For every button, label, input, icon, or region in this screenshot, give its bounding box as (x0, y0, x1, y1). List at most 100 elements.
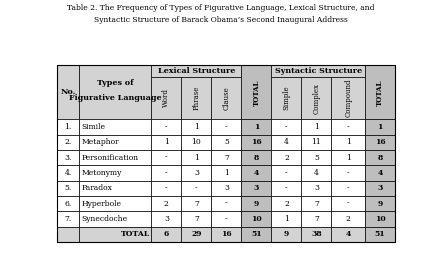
Bar (272, 165, 302, 180)
Text: 2: 2 (284, 153, 289, 162)
Text: -: - (225, 215, 228, 223)
Bar (302, 196, 332, 211)
Bar (181, 150, 211, 165)
Text: 51: 51 (375, 230, 385, 238)
Text: 1: 1 (194, 123, 199, 131)
Text: 3: 3 (194, 169, 199, 177)
Bar (79, 227, 151, 242)
Text: TOTAL: TOTAL (376, 79, 384, 106)
Text: 1: 1 (377, 123, 383, 131)
Text: -: - (347, 169, 350, 177)
Bar (241, 227, 272, 242)
Text: 2: 2 (346, 215, 351, 223)
Bar (241, 196, 272, 211)
Text: TOTAL: TOTAL (252, 79, 261, 106)
Bar (272, 135, 302, 150)
Text: 16: 16 (221, 230, 232, 238)
Bar (332, 227, 365, 242)
Bar (302, 165, 332, 180)
Text: 4: 4 (346, 230, 351, 238)
Bar (332, 77, 365, 119)
Bar (365, 196, 395, 211)
Text: -: - (165, 153, 168, 162)
Text: Complex: Complex (313, 82, 321, 114)
Bar (181, 135, 211, 150)
Bar (151, 227, 181, 242)
Bar (79, 119, 151, 135)
Bar (181, 77, 211, 119)
Bar (272, 77, 302, 119)
Bar (302, 180, 332, 196)
Text: Paradox: Paradox (81, 184, 112, 192)
Text: 4.: 4. (64, 169, 72, 177)
Bar (332, 150, 365, 165)
Bar (365, 211, 395, 227)
Text: 3.: 3. (64, 153, 72, 162)
Bar (211, 180, 241, 196)
Text: -: - (347, 123, 350, 131)
Bar (365, 65, 395, 119)
Bar (79, 65, 151, 119)
Text: -: - (165, 184, 168, 192)
Text: 1: 1 (314, 123, 319, 131)
Bar (241, 165, 272, 180)
Bar (211, 165, 241, 180)
Text: 16: 16 (251, 138, 262, 146)
Bar (302, 211, 332, 227)
Text: Syntactic Structure: Syntactic Structure (275, 67, 362, 75)
Bar (211, 150, 241, 165)
Bar (272, 196, 302, 211)
Bar (57, 165, 79, 180)
Text: 1: 1 (254, 123, 259, 131)
Text: Synecdoche: Synecdoche (81, 215, 127, 223)
Text: Simple: Simple (282, 86, 291, 110)
Bar (332, 165, 365, 180)
Bar (272, 227, 302, 242)
Text: 7: 7 (314, 200, 319, 207)
Bar (241, 211, 272, 227)
Text: -: - (225, 123, 228, 131)
Text: 2: 2 (284, 200, 289, 207)
Bar (57, 135, 79, 150)
Text: 7.: 7. (64, 215, 72, 223)
Bar (365, 119, 395, 135)
Text: 2.: 2. (64, 138, 72, 146)
Text: -: - (347, 184, 350, 192)
Bar (79, 135, 151, 150)
Bar (57, 227, 79, 242)
Text: 1: 1 (346, 138, 351, 146)
Bar (57, 65, 79, 119)
Text: 5: 5 (314, 153, 319, 162)
Bar (151, 77, 181, 119)
Bar (181, 227, 211, 242)
Bar (57, 119, 79, 135)
Text: 9: 9 (284, 230, 289, 238)
Text: 4: 4 (377, 169, 383, 177)
Text: 10: 10 (251, 215, 262, 223)
Text: 5.: 5. (64, 184, 72, 192)
Text: 10: 10 (191, 138, 201, 146)
Text: Metaphor: Metaphor (81, 138, 119, 146)
Text: -: - (165, 123, 168, 131)
Text: 1: 1 (194, 153, 199, 162)
Bar (181, 211, 211, 227)
Bar (332, 135, 365, 150)
Text: 16: 16 (375, 138, 385, 146)
Text: 7: 7 (194, 200, 199, 207)
Bar (365, 227, 395, 242)
Text: 3: 3 (314, 184, 319, 192)
Text: Metonymy: Metonymy (81, 169, 122, 177)
Bar (272, 180, 302, 196)
Bar (332, 180, 365, 196)
Bar (365, 150, 395, 165)
Bar (57, 196, 79, 211)
Bar (241, 65, 272, 119)
Text: 1: 1 (164, 138, 169, 146)
Bar (79, 180, 151, 196)
Text: 7: 7 (224, 153, 229, 162)
Text: 3: 3 (224, 184, 229, 192)
Bar (241, 135, 272, 150)
Text: Lexical Structure: Lexical Structure (158, 67, 235, 75)
Text: 9: 9 (377, 200, 383, 207)
Bar (332, 196, 365, 211)
